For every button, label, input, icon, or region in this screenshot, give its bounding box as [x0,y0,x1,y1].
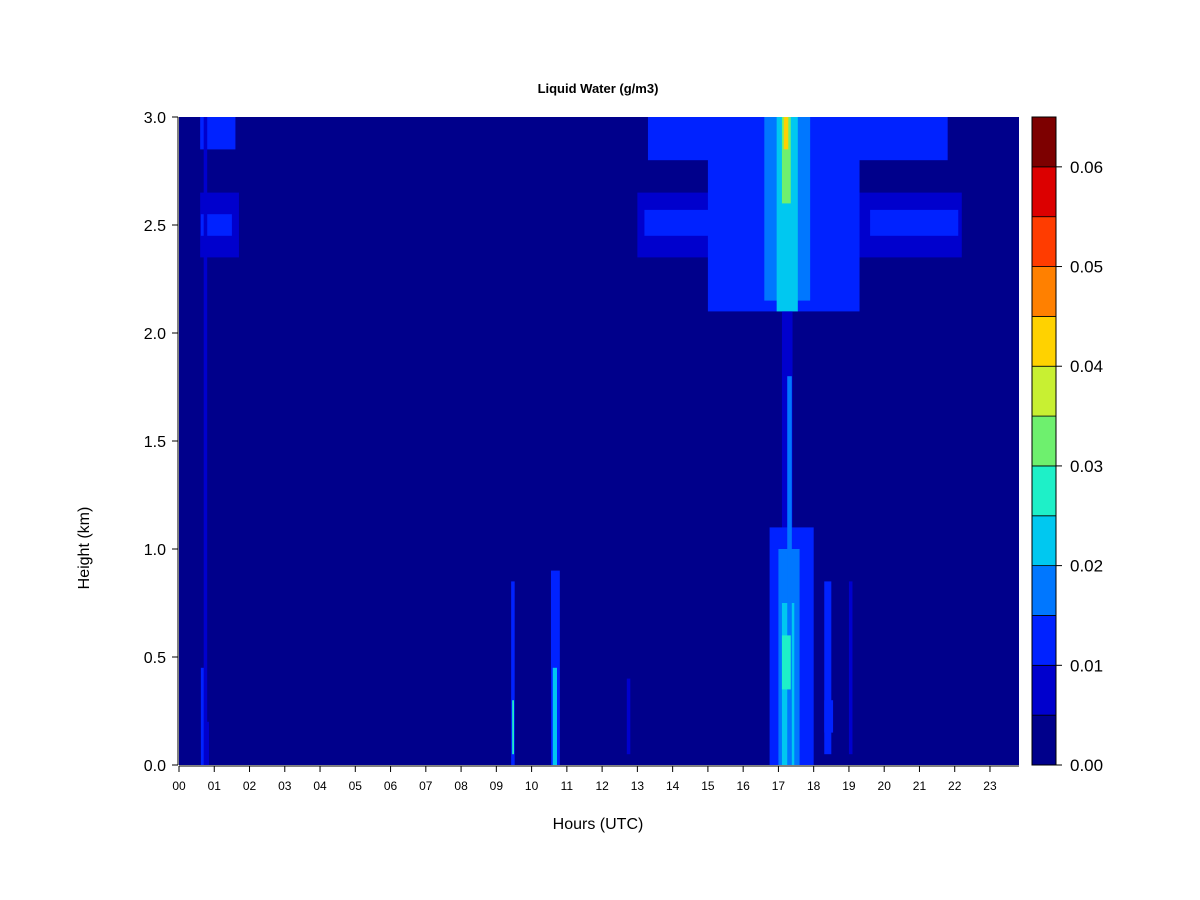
x-tick-label: 19 [842,779,856,793]
heatmap-cell-6 [511,581,515,765]
x-tick-label: 20 [878,779,892,793]
x-tick-label: 14 [666,779,680,793]
y-tick-label: 0.0 [144,758,166,775]
heatmap-cell-7 [512,700,514,755]
heatmap-cell-27 [824,581,832,755]
x-axis-label: Hours (UTC) [553,816,644,833]
colorbar-band-7 [1031,365,1057,417]
x-tick-label: 15 [701,779,715,793]
colorbar-band-1 [1031,664,1057,716]
colorbar-band-5 [1031,465,1057,517]
x-tick-label: 17 [772,779,786,793]
y-axis-ticks: 0.0 0.5 1.0 1.5 2.0 2.5 3.0 [144,110,179,775]
colorbar-band-12 [1031,116,1057,168]
colorbar-band-9 [1031,266,1057,317]
x-tick-label: 23 [983,779,997,793]
x-axis-ticks: 00 01 02 03 04 05 06 07 08 09 10 11 12 13 14 15 16 17 18 19… [172,765,1019,793]
plot-area [179,117,1019,765]
x-tick-label: 09 [490,779,504,793]
heatmap-cell-5 [203,117,208,765]
y-tick-label: 0.5 [144,650,166,667]
x-tick-label: 21 [913,779,927,793]
x-tick-label: 07 [419,779,433,793]
x-tick-label: 12 [595,779,609,793]
y-tick-label: 1.5 [144,434,166,451]
heatmap-cell-13 [870,209,959,236]
x-tick-label: 11 [561,779,574,793]
colorbar-band-6 [1031,415,1057,467]
colorbar-band-4 [1031,515,1057,567]
x-tick-label: 10 [525,779,539,793]
x-tick-label: 08 [454,779,468,793]
y-tick-label: 3.0 [144,110,166,127]
y-axis-label: Height (km) [76,507,93,590]
colorbar-band-3 [1031,565,1057,616]
colorbar-band-11 [1031,166,1057,218]
colorbar-tick-label: 0.02 [1070,557,1103,576]
colorbar-band-8 [1031,315,1057,367]
colorbar-tick-label: 0.05 [1070,258,1103,277]
x-tick-label: 05 [349,779,363,793]
colorbar-tick-label: 0.01 [1070,656,1103,675]
colorbar-tick-label: 0.00 [1070,756,1103,775]
colorbar-tick-label: 0.04 [1070,357,1103,376]
x-tick-label: 16 [736,779,750,793]
colorbar-band-2 [1031,615,1057,666]
heatmap-cell-9 [552,667,557,765]
heatmap-cell-29 [848,581,853,755]
y-tick-label: 2.0 [144,326,166,343]
x-tick-label: 18 [807,779,821,793]
x-tick-label: 04 [313,779,327,793]
heatmap-cell-26 [781,635,791,690]
heatmap-cell-20 [783,117,789,150]
heatmap-cell-25 [787,376,792,765]
colorbar-tick-label: 0.06 [1070,158,1103,177]
colorbar-tick-label: 0.03 [1070,457,1103,476]
x-tick-label: 06 [384,779,398,793]
colorbar-band-10 [1031,216,1057,267]
colorbar: 0.00 0.01 0.02 0.03 0.04 0.05 0.06 [1031,116,1103,775]
heatmap-cell-10 [626,678,631,755]
x-tick-label: 01 [208,779,222,793]
x-tick-label: 03 [278,779,292,793]
heatmap-cell-0 [200,667,206,765]
x-tick-label: 13 [631,779,645,793]
heatmap-cell-19 [781,117,791,204]
x-tick-label: 02 [243,779,257,793]
heatmap-cell-28 [824,700,834,733]
y-tick-label: 2.5 [144,218,166,235]
colorbar-frame [1031,116,1057,766]
y-tick-label: 1.0 [144,542,166,559]
heatmap-cell-3 [200,214,232,236]
x-tick-label: 00 [172,779,186,793]
colorbar-band-0 [1031,714,1057,766]
x-tick-label: 22 [948,779,962,793]
chart-title: Liquid Water (g/m3) [538,81,659,96]
